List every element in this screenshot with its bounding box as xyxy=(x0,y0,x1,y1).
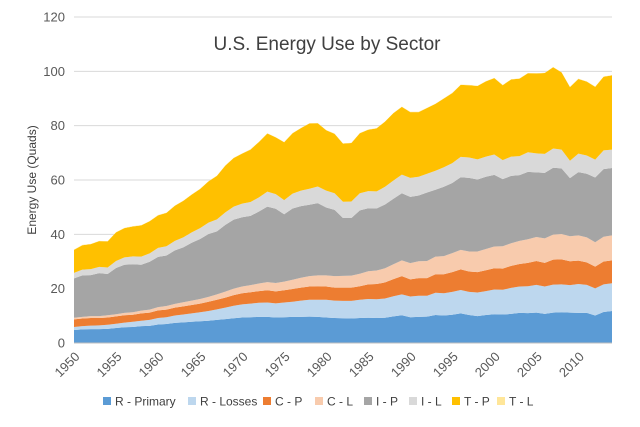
area-series-r-losses xyxy=(74,283,612,330)
legend-label: C - P xyxy=(275,395,302,409)
legend-swatch xyxy=(188,397,196,405)
y-tick-label: 60 xyxy=(51,173,65,188)
area-series-i-l xyxy=(74,148,612,279)
legend-swatch xyxy=(315,397,323,405)
legend-swatch xyxy=(103,397,111,405)
y-tick-label: 0 xyxy=(58,336,65,351)
legend: R - Primary R - Losses C - P C - L I - P I - … xyxy=(103,395,534,409)
legend-label: I - P xyxy=(376,395,398,409)
y-tick-label: 20 xyxy=(51,281,65,296)
legend-swatch xyxy=(497,397,505,405)
legend-swatch xyxy=(364,397,372,405)
legend-label: R - Primary xyxy=(115,395,176,409)
area-series-group xyxy=(74,66,612,343)
area-series-i-p xyxy=(74,167,612,318)
legend-label: R - Losses xyxy=(200,395,257,409)
y-axis-label: Energy Use (Quads) xyxy=(25,125,39,234)
legend-swatch xyxy=(263,397,271,405)
y-tick-label: 40 xyxy=(51,227,65,242)
y-tick-labels: 0 20 40 60 80 100 120 xyxy=(43,10,65,351)
chart-title: U.S. Energy Use by Sector xyxy=(213,34,441,55)
y-tick-label: 100 xyxy=(43,64,65,79)
legend-label: I - L xyxy=(421,395,442,409)
legend-swatch xyxy=(409,397,417,405)
area-series-c-l xyxy=(74,234,612,320)
y-tick-label: 80 xyxy=(51,118,65,133)
legend-swatch xyxy=(452,397,460,405)
legend-label: T - P xyxy=(464,395,490,409)
area-series-c-p xyxy=(74,259,612,327)
area-series-r-primary xyxy=(74,310,612,343)
legend-label: T - L xyxy=(509,395,534,409)
area-series-t-p xyxy=(74,67,612,273)
legend-label: C - L xyxy=(327,395,353,409)
y-tick-label: 120 xyxy=(43,10,65,25)
